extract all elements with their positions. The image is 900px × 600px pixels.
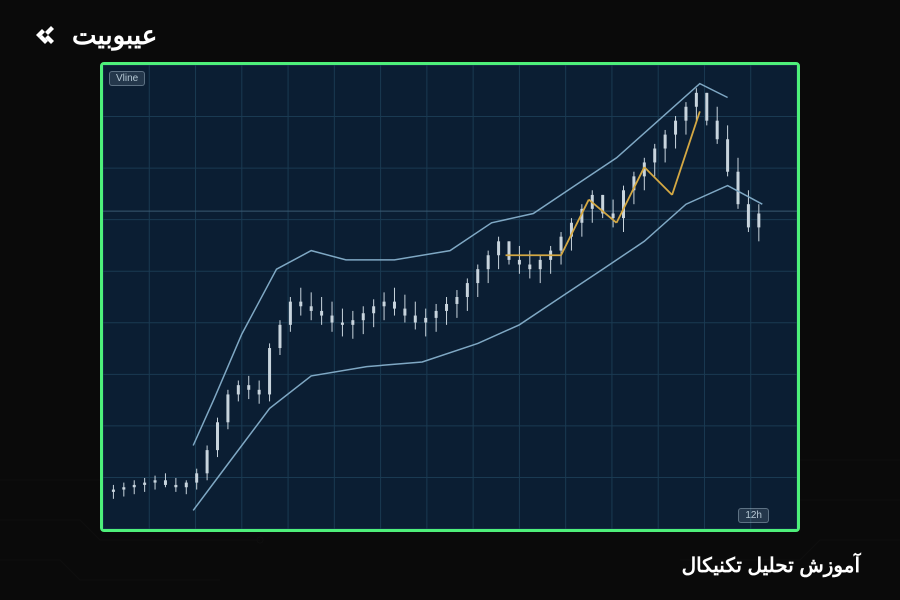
chart-frame: Vline 12h <box>100 62 800 532</box>
badge-timeframe[interactable]: 12h <box>738 508 769 523</box>
logo-text: عیبوبیت <box>72 20 157 51</box>
chart-area[interactable]: Vline 12h <box>103 65 797 529</box>
candlestick-chart <box>103 65 797 529</box>
logo-icon <box>28 18 62 52</box>
brand-logo: عیبوبیت <box>28 18 157 52</box>
badge-vline[interactable]: Vline <box>109 71 145 86</box>
caption-text: آموزش تحلیل تکنیکال <box>682 553 860 578</box>
